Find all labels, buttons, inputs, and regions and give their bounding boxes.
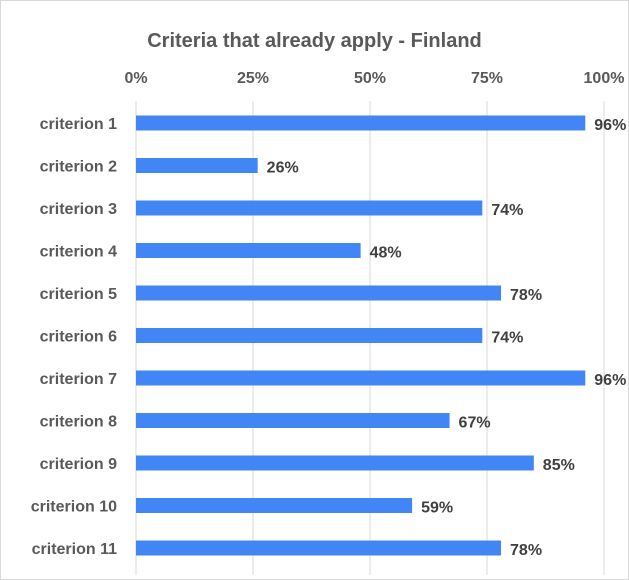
- data-label: 74%: [491, 202, 523, 219]
- data-label: 67%: [459, 415, 491, 432]
- category-label: criterion 3: [40, 201, 117, 218]
- category-label: criterion 2: [40, 159, 117, 176]
- x-tick-label: 75%: [471, 70, 503, 87]
- data-label: 85%: [543, 457, 575, 474]
- category-label: criterion 4: [40, 244, 117, 261]
- category-label: criterion 8: [40, 414, 117, 431]
- data-label: 96%: [594, 372, 626, 389]
- category-label: criterion 5: [40, 286, 117, 303]
- bar-10: [136, 498, 413, 513]
- data-label: 78%: [510, 542, 542, 559]
- data-label: 74%: [491, 330, 523, 347]
- bar-3: [136, 200, 483, 216]
- data-label: 96%: [594, 117, 626, 134]
- data-label: 59%: [421, 500, 453, 517]
- data-label: 78%: [510, 287, 542, 304]
- bar-6: [136, 328, 483, 343]
- bar-1: [136, 115, 586, 131]
- category-label: criterion 6: [40, 329, 117, 346]
- x-tick-label: 100%: [584, 70, 625, 87]
- category-label: criterion 10: [31, 499, 117, 516]
- x-tick-label: 50%: [354, 70, 386, 87]
- bar-2: [136, 158, 258, 173]
- bar-5: [136, 285, 502, 301]
- data-label: 48%: [370, 245, 402, 262]
- bar-8: [136, 413, 450, 428]
- bar-9: [136, 455, 534, 471]
- category-label: criterion 9: [40, 456, 117, 473]
- chart-title: Criteria that already apply - Finland: [147, 30, 482, 52]
- category-label: criterion 11: [32, 541, 117, 558]
- bar-4: [136, 243, 361, 258]
- x-tick-label: 0%: [124, 70, 147, 87]
- category-label: criterion 7: [40, 371, 117, 388]
- bar-11: [136, 540, 502, 556]
- bar-7: [136, 370, 586, 386]
- x-tick-label: 25%: [237, 70, 269, 87]
- data-label: 26%: [267, 160, 299, 177]
- category-label: criterion 1: [40, 116, 117, 133]
